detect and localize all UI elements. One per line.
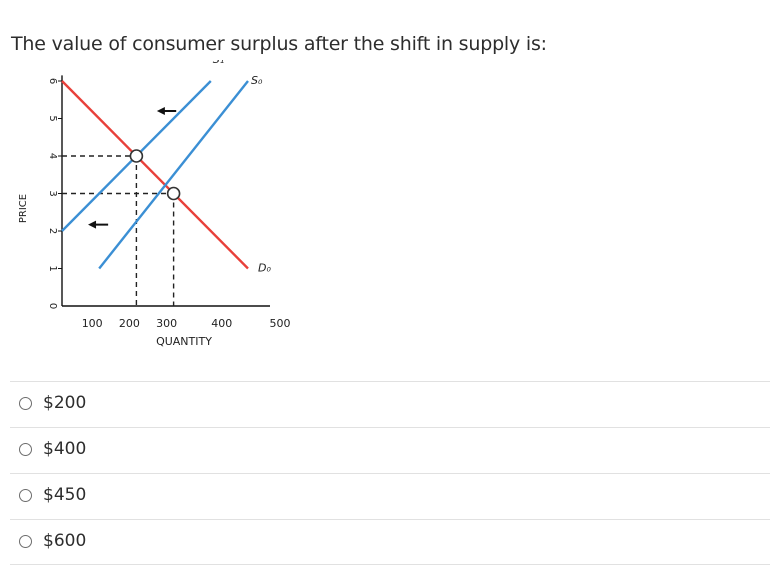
curve-label: S₀ xyxy=(251,74,263,87)
option-row[interactable]: $200 xyxy=(10,381,770,427)
equilibrium-point xyxy=(166,186,181,201)
shift-arrow-head xyxy=(88,220,97,229)
option-row[interactable]: $400 xyxy=(10,427,770,473)
y-axis-label: PRICE xyxy=(18,194,29,223)
radio-button[interactable] xyxy=(19,489,32,502)
option-label[interactable]: $400 xyxy=(43,439,87,459)
option-label[interactable]: $450 xyxy=(43,485,87,505)
option-row[interactable]: $600 xyxy=(10,519,770,565)
option-label[interactable]: $200 xyxy=(43,393,87,413)
y-tick-label: 0 xyxy=(47,303,58,309)
curve-0 xyxy=(61,80,249,270)
x-tick-label: 100 xyxy=(82,317,103,330)
supply-demand-chart: 0 1 2 3 4 5 6 100 200 300 400 500 QUANTITY PRICE D₀ S₀ S… xyxy=(18,60,291,348)
y-tick-label: 3 xyxy=(47,190,58,196)
question-text: The value of consumer surplus after the … xyxy=(11,33,547,55)
x-tick-label: 300 xyxy=(156,317,177,330)
curve-1 xyxy=(98,80,249,270)
radio-button[interactable] xyxy=(19,443,32,456)
curve-label: S₁ xyxy=(213,60,224,66)
curve-label: D₀ xyxy=(258,262,271,275)
option-row[interactable]: $450 xyxy=(10,473,770,519)
radio-button[interactable] xyxy=(19,397,32,410)
y-tick-label: 6 xyxy=(47,78,58,84)
y-tick-label: 1 xyxy=(47,265,58,271)
shift-arrow-head xyxy=(156,107,165,115)
answer-options: $200 $400 $450 $600 xyxy=(10,381,770,565)
x-axis-label: QUANTITY xyxy=(156,335,212,348)
y-tick-label: 5 xyxy=(47,115,58,121)
radio-button[interactable] xyxy=(19,535,32,548)
x-tick-label: 500 xyxy=(270,317,291,330)
equilibrium-point xyxy=(129,149,144,163)
y-tick-label: 2 xyxy=(47,228,58,234)
x-tick-label: 400 xyxy=(211,317,232,330)
y-tick-label: 4 xyxy=(47,153,58,159)
x-tick-label: 200 xyxy=(119,317,140,330)
option-label[interactable]: $600 xyxy=(43,531,87,551)
